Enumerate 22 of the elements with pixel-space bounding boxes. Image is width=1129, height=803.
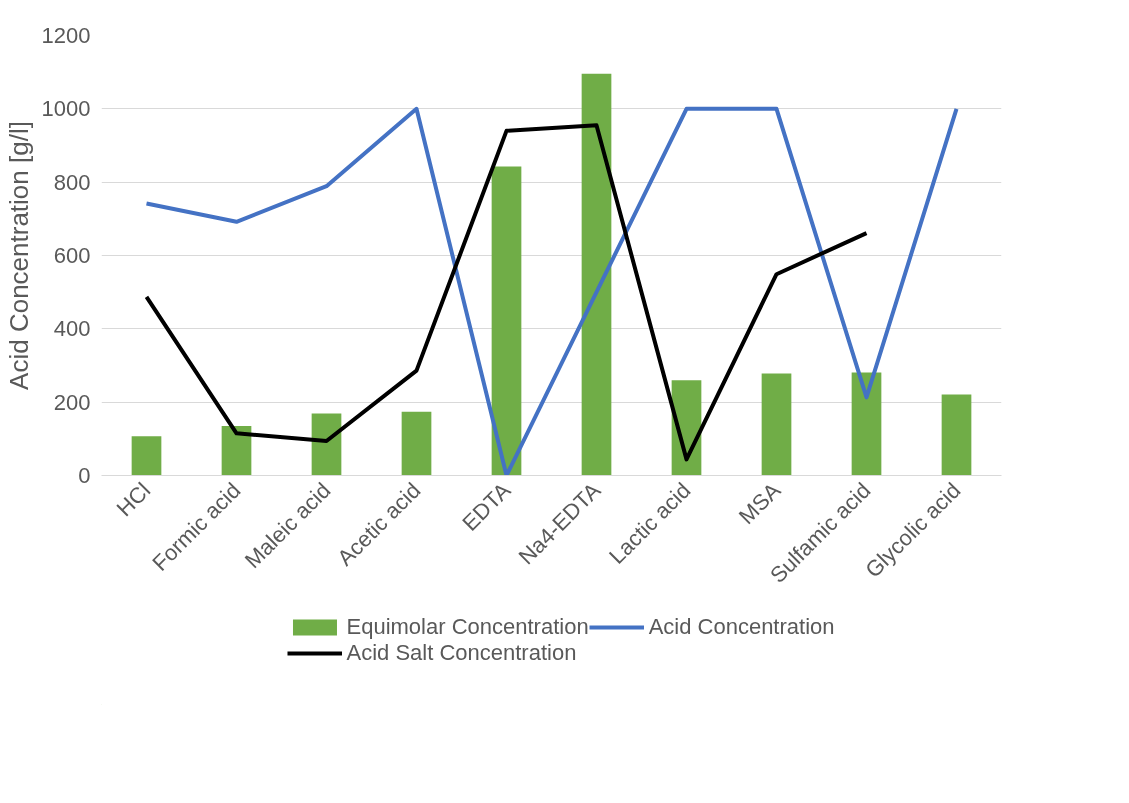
y-tick-label: 600 xyxy=(53,243,91,268)
y-tick-label: 1200 xyxy=(41,23,91,48)
y-tick-label: 400 xyxy=(53,316,91,342)
legend-label: Acid Concentration xyxy=(648,614,835,640)
y-tick-label: 1000 xyxy=(41,96,91,122)
bar xyxy=(221,426,252,476)
bar xyxy=(581,73,612,476)
legend-label: Equimolar Concentration xyxy=(346,614,589,640)
bar xyxy=(941,394,972,476)
y-axis-title: Acid Concentration [g/l] xyxy=(3,121,34,390)
x-tick-label: HCl xyxy=(111,477,156,522)
bar xyxy=(851,372,882,476)
line-series xyxy=(144,123,869,462)
y-tick-label: 800 xyxy=(53,169,91,195)
bar xyxy=(131,436,162,476)
bar xyxy=(761,373,792,476)
legend-label: Acid Salt Concentration xyxy=(346,640,577,666)
bar xyxy=(491,166,522,476)
line-series xyxy=(144,106,959,476)
y-tick-label: 200 xyxy=(53,389,91,415)
bar xyxy=(401,411,432,476)
y-tick-label: 0 xyxy=(78,463,91,488)
